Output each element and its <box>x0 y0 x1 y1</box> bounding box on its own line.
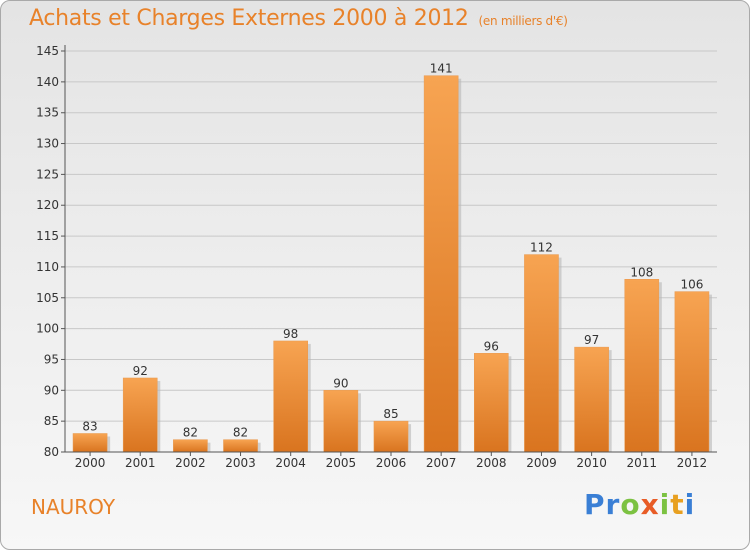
bar-2005 <box>323 390 359 453</box>
chart-title: Achats et Charges Externes 2000 à 2012 (e… <box>29 6 568 31</box>
bar-2007 <box>423 75 459 453</box>
bar-value-label: 108 <box>630 265 653 279</box>
logo-letter: x <box>640 488 660 521</box>
x-tick-label: 2011 <box>626 456 657 470</box>
x-tick-label: 2009 <box>526 456 557 470</box>
bar-2009 <box>524 254 559 453</box>
y-tick-label: 135 <box>36 106 59 120</box>
x-tick-label: 2002 <box>175 456 206 470</box>
x-tick-label: 2005 <box>326 456 357 470</box>
y-tick-label: 95 <box>44 352 59 366</box>
y-tick-label: 105 <box>36 291 59 305</box>
x-tick-label: 2012 <box>677 456 708 470</box>
logo-letter: t <box>670 488 685 521</box>
bar-2003 <box>223 439 258 453</box>
bar-value-label: 106 <box>680 278 703 292</box>
y-tick-label: 110 <box>36 260 59 274</box>
bar-2000 <box>72 433 108 453</box>
bar-value-label: 82 <box>233 426 248 440</box>
x-tick-label: 2007 <box>426 456 457 470</box>
logo-letter: r <box>605 488 621 521</box>
bar-2008 <box>474 353 509 453</box>
y-tick-label: 130 <box>36 137 59 151</box>
y-tick-label: 145 <box>36 44 59 58</box>
y-tick-label: 90 <box>44 383 59 397</box>
x-tick-label: 2001 <box>125 456 156 470</box>
chart-title-text: Achats et Charges Externes 2000 à 2012 <box>29 6 469 31</box>
y-tick-label: 80 <box>44 445 59 459</box>
y-tick-label: 140 <box>36 75 59 89</box>
chart-unit: (en milliers d'€) <box>478 14 568 28</box>
y-tick-label: 85 <box>44 414 59 428</box>
bar-value-label: 83 <box>82 419 97 433</box>
proxiti-logo: Proxiti <box>584 488 695 521</box>
commune-name: NAUROY <box>31 495 116 519</box>
x-tick-label: 2000 <box>75 456 106 470</box>
logo-letter: i <box>659 488 671 521</box>
bar-2006 <box>373 420 409 453</box>
y-tick-label: 120 <box>36 198 59 212</box>
logo-letter: o <box>620 488 641 521</box>
bar-value-label: 141 <box>430 62 453 76</box>
bar-value-label: 92 <box>133 364 148 378</box>
x-tick-label: 2006 <box>376 456 407 470</box>
bar-2001 <box>122 377 158 453</box>
x-tick-label: 2004 <box>275 456 306 470</box>
x-tick-label: 2010 <box>576 456 607 470</box>
bar-2002 <box>173 439 208 453</box>
bar-value-label: 90 <box>333 376 348 390</box>
x-tick-label: 2008 <box>476 456 507 470</box>
y-tick-label: 100 <box>36 322 59 336</box>
y-tick-label: 115 <box>36 229 59 243</box>
logo-letter: P <box>584 488 606 521</box>
bar-2010 <box>574 346 609 453</box>
bar-value-label: 112 <box>530 241 553 255</box>
bar-2012 <box>674 291 710 453</box>
x-tick-label: 2003 <box>225 456 256 470</box>
logo-letter: i <box>684 488 696 521</box>
bar-value-label: 97 <box>584 333 599 347</box>
y-tick-label: 125 <box>36 167 59 181</box>
bar-2011 <box>624 279 660 453</box>
bar-2004 <box>273 340 308 453</box>
bar-value-label: 96 <box>484 339 499 353</box>
bar-value-label: 85 <box>383 407 398 421</box>
bar-value-label: 82 <box>183 426 198 440</box>
bar-value-label: 98 <box>283 327 298 341</box>
